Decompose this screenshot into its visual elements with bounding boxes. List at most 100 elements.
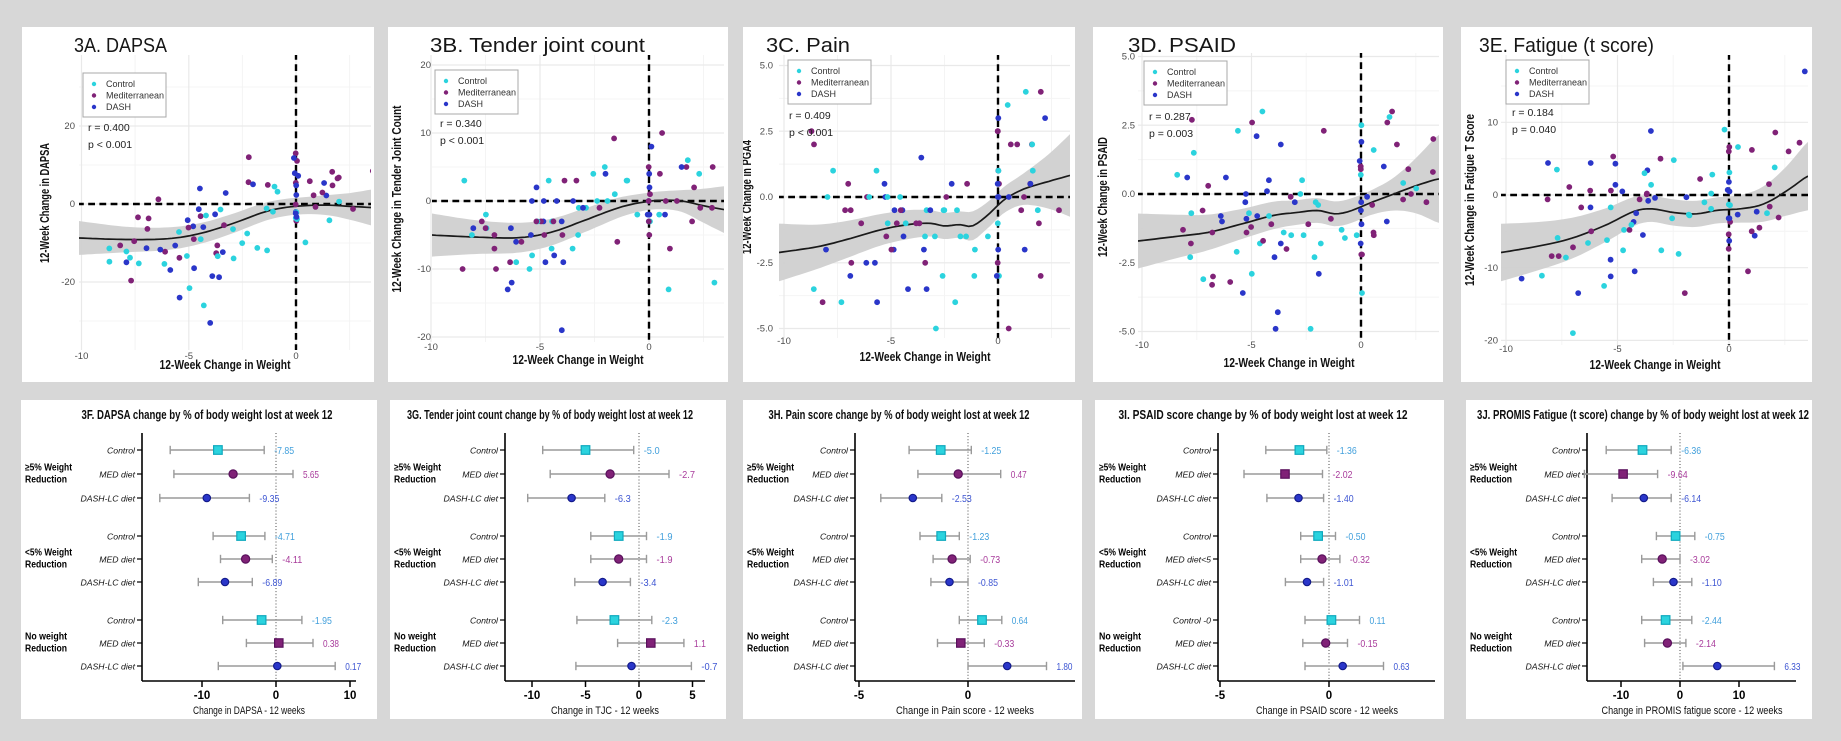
svg-text:MED diet: MED diet <box>1544 639 1580 649</box>
svg-text:2.5: 2.5 <box>1122 121 1135 132</box>
svg-text:3D. PSAID: 3D. PSAID <box>1128 35 1236 57</box>
svg-text:Reduction: Reduction <box>25 475 67 486</box>
svg-text:No weight: No weight <box>747 632 790 643</box>
svg-text:-10: -10 <box>524 690 541 702</box>
svg-text:MED diet: MED diet <box>1544 470 1580 480</box>
svg-text:MED diet: MED diet <box>99 639 135 649</box>
svg-text:3F. DAPSA change by % of body: 3F. DAPSA change by % of body weight los… <box>82 408 333 422</box>
svg-text:-0.75: -0.75 <box>1705 531 1725 543</box>
svg-text:DASH-LC diet: DASH-LC diet <box>443 578 498 588</box>
svg-text:Control: Control <box>106 79 135 89</box>
svg-text:Mediterranean: Mediterranean <box>1529 78 1587 88</box>
svg-text:6.33: 6.33 <box>1784 661 1800 673</box>
svg-text:<5% Weight: <5% Weight <box>1470 548 1518 559</box>
svg-text:Control -0: Control -0 <box>1173 616 1211 626</box>
svg-text:<5% Weight: <5% Weight <box>25 548 73 559</box>
svg-text:Reduction: Reduction <box>1099 560 1141 571</box>
svg-text:Control: Control <box>820 532 849 542</box>
svg-text:MED diet: MED diet <box>99 470 135 480</box>
svg-text:Mediterranean: Mediterranean <box>811 78 869 88</box>
svg-text:0.38: 0.38 <box>323 638 339 650</box>
svg-text:Control: Control <box>820 616 849 626</box>
svg-text:DASH-LC diet: DASH-LC diet <box>443 494 498 504</box>
svg-text:-1.9: -1.9 <box>657 554 673 566</box>
svg-text:p < 0.001: p < 0.001 <box>440 135 484 147</box>
svg-text:Reduction: Reduction <box>1470 475 1512 486</box>
svg-text:5.65: 5.65 <box>303 469 319 481</box>
svg-text:-2.53: -2.53 <box>952 493 972 505</box>
svg-text:DASH-LC diet: DASH-LC diet <box>1525 662 1580 672</box>
svg-text:-0.73: -0.73 <box>980 554 1000 566</box>
svg-text:Reduction: Reduction <box>394 475 436 486</box>
svg-text:-1.01: -1.01 <box>1334 577 1354 589</box>
svg-text:DASH-LC diet: DASH-LC diet <box>1156 662 1211 672</box>
svg-text:No weight: No weight <box>1470 632 1513 643</box>
svg-text:MED diet: MED diet <box>462 555 498 565</box>
svg-text:MED diet<5: MED diet<5 <box>1165 555 1211 565</box>
svg-text:2.5: 2.5 <box>760 127 773 138</box>
svg-text:<5% Weight: <5% Weight <box>1099 548 1147 559</box>
svg-text:DASH-LC diet: DASH-LC diet <box>443 662 498 672</box>
svg-text:Control: Control <box>107 446 136 456</box>
svg-text:10: 10 <box>344 690 357 702</box>
svg-text:≥5% Weight: ≥5% Weight <box>25 463 73 474</box>
svg-text:-1.95: -1.95 <box>312 615 332 627</box>
svg-text:-2.5: -2.5 <box>1119 258 1135 269</box>
svg-text:12-Week Change in Tender Joint: 12-Week Change in Tender Joint Count <box>389 105 404 293</box>
svg-text:-10: -10 <box>1484 263 1498 274</box>
svg-text:Control: Control <box>470 446 499 456</box>
svg-text:Mediterranean: Mediterranean <box>1167 79 1225 89</box>
svg-text:-5: -5 <box>887 336 895 347</box>
svg-text:Control: Control <box>107 532 136 542</box>
svg-text:3E. Fatigue (t score): 3E. Fatigue (t score) <box>1479 35 1654 57</box>
svg-text:MED diet: MED diet <box>812 470 848 480</box>
svg-text:-5.0: -5.0 <box>1119 327 1135 338</box>
svg-text:Control: Control <box>470 532 499 542</box>
svg-text:Change in PSAID score - 12 we: Change in PSAID score - 12 weeks <box>1256 705 1398 717</box>
svg-text:-3.02: -3.02 <box>1690 554 1710 566</box>
svg-text:-4.71: -4.71 <box>275 531 295 543</box>
svg-text:-2.44: -2.44 <box>1702 615 1722 627</box>
svg-text:-5: -5 <box>185 351 193 362</box>
svg-text:-2.7: -2.7 <box>679 469 695 481</box>
svg-text:Reduction: Reduction <box>1470 560 1512 571</box>
svg-text:-10: -10 <box>75 351 89 362</box>
svg-text:Change in TJC - 12 weeks: Change in TJC - 12 weeks <box>551 705 659 717</box>
svg-text:Reduction: Reduction <box>25 644 67 655</box>
svg-text:-1.10: -1.10 <box>1702 577 1722 589</box>
svg-text:Control: Control <box>1183 532 1212 542</box>
svg-text:12-Week Change in Fatigue T Sc: 12-Week Change in Fatigue T Score <box>1462 114 1477 286</box>
svg-text:3C. Pain: 3C. Pain <box>766 35 850 57</box>
svg-text:Reduction: Reduction <box>747 644 789 655</box>
svg-text:MED diet: MED diet <box>1544 555 1580 565</box>
svg-text:DASH: DASH <box>1529 89 1554 99</box>
svg-text:Control: Control <box>1167 67 1196 77</box>
svg-text:Reduction: Reduction <box>1099 475 1141 486</box>
svg-text:No weight: No weight <box>1099 632 1142 643</box>
svg-text:-10: -10 <box>194 690 211 702</box>
svg-text:MED diet: MED diet <box>99 555 135 565</box>
svg-text:0: 0 <box>273 690 279 702</box>
svg-text:Mediterranean: Mediterranean <box>106 91 164 101</box>
svg-text:MED diet: MED diet <box>462 470 498 480</box>
svg-text:5.0: 5.0 <box>1122 52 1135 63</box>
svg-text:MED diet: MED diet <box>812 555 848 565</box>
svg-text:12-Week Change in PSAID: 12-Week Change in PSAID <box>1095 137 1110 257</box>
svg-text:DASH-LC diet: DASH-LC diet <box>1525 494 1580 504</box>
svg-text:≥5% Weight: ≥5% Weight <box>747 463 795 474</box>
svg-text:DASH-LC diet: DASH-LC diet <box>80 494 135 504</box>
svg-text:10: 10 <box>1733 690 1746 702</box>
svg-text:Control: Control <box>1529 66 1558 76</box>
svg-text:12-Week Change in Weight: 12-Week Change in Weight <box>513 353 645 367</box>
svg-text:r = 0.287: r = 0.287 <box>1149 111 1191 123</box>
svg-text:-10: -10 <box>777 336 791 347</box>
svg-text:20: 20 <box>64 121 75 132</box>
svg-text:Reduction: Reduction <box>1470 644 1512 655</box>
svg-text:-0.7: -0.7 <box>701 661 717 673</box>
svg-text:12-Week Change in DAPSA: 12-Week Change in DAPSA <box>37 143 52 263</box>
svg-text:DASH: DASH <box>106 102 131 112</box>
svg-text:3J. PROMIS Fatigue (t score) c: 3J. PROMIS Fatigue (t score) change by %… <box>1477 408 1809 422</box>
svg-text:0.64: 0.64 <box>1012 615 1028 627</box>
svg-text:0: 0 <box>965 690 971 702</box>
svg-text:DASH-LC diet: DASH-LC diet <box>1156 494 1211 504</box>
